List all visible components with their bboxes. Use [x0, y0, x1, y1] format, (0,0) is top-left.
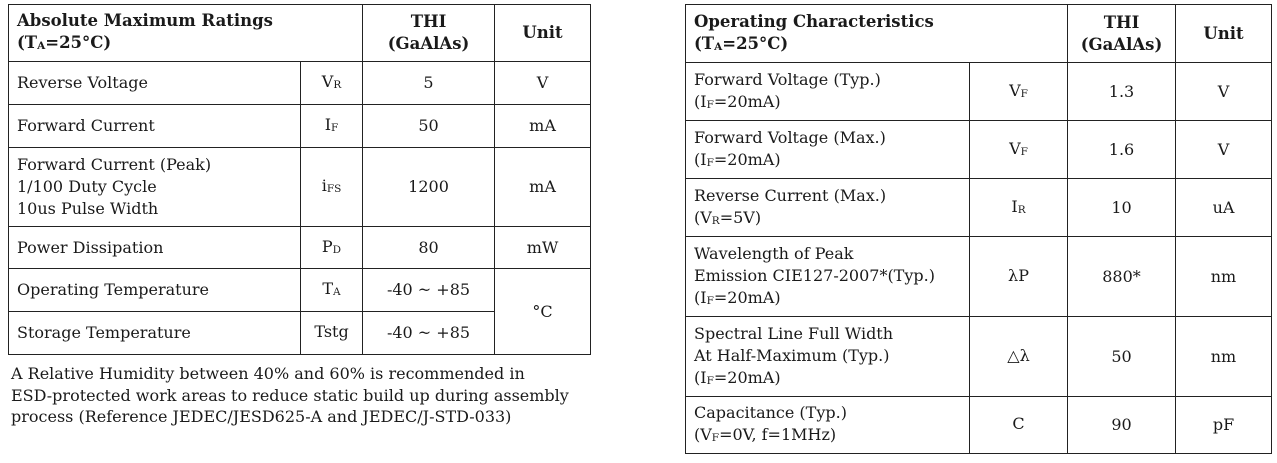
- parameter-cell: Forward Voltage (Max.) (IF=20mA): [685, 120, 970, 179]
- parameter-cell: Storage Temperature: [8, 311, 301, 355]
- parameter-cell: Forward Current (Peak) 1/100 Duty Cycle …: [8, 147, 301, 227]
- value-cell: 80: [362, 226, 496, 269]
- unit-cell: V: [1175, 62, 1272, 121]
- table-row: Spectral Line Full Width At Half-Maximum…: [685, 316, 1272, 397]
- symbol-cell: PD: [299, 226, 364, 269]
- unit-cell: nm: [1175, 236, 1272, 317]
- symbol-cell: △λ: [969, 316, 1068, 397]
- value-cell: -40 ~ +85: [362, 268, 496, 312]
- symbol-cell: Tstg: [299, 311, 364, 355]
- table-row: Reverse Voltage VR 5 V: [8, 61, 592, 105]
- table-row: Forward Current IF 50 mA: [8, 104, 592, 148]
- parameter-cell: Power Dissipation: [8, 226, 301, 269]
- parameter-cell: Reverse Voltage: [8, 61, 301, 105]
- value-cell: -40 ~ +85: [362, 311, 496, 355]
- table-row: Forward Current (Peak) 1/100 Duty Cycle …: [8, 147, 592, 227]
- esd-humidity-note: A Relative Humidity between 40% and 60% …: [11, 364, 569, 426]
- parameter-cell: Operating Temperature: [8, 268, 301, 312]
- value-cell: 90: [1067, 396, 1176, 454]
- condition-note: (TA=25°C): [694, 33, 789, 53]
- value-cell: 1.6: [1067, 120, 1176, 179]
- unit-cell: mA: [494, 147, 592, 227]
- table-title-cell: Operating Characteristics (TA=25°C): [685, 4, 1068, 63]
- value-cell: 5: [362, 61, 496, 105]
- symbol-cell: VF: [969, 120, 1068, 179]
- unit-cell: °C: [494, 268, 592, 355]
- symbol-cell: iFS: [299, 147, 364, 227]
- symbol-cell: λP: [969, 236, 1068, 317]
- absolute-maximum-ratings-table: Absolute Maximum Ratings (TA=25°C) THI (…: [7, 4, 592, 355]
- parameter-cell: Reverse Current (Max.) (VR=5V): [685, 178, 970, 237]
- thi-column-header: THI (GaAlAs): [362, 4, 496, 62]
- table-row: Forward Voltage (Max.) (IF=20mA) VF 1.6 …: [685, 120, 1272, 179]
- table-title: Absolute Maximum Ratings: [17, 11, 273, 30]
- symbol-cell: VR: [299, 61, 364, 105]
- table-row: Power Dissipation PD 80 mW: [8, 226, 592, 269]
- table-header-row: Absolute Maximum Ratings (TA=25°C) THI (…: [7, 4, 592, 62]
- value-cell: 1200: [362, 147, 496, 227]
- unit-cell: V: [494, 61, 592, 105]
- value-cell: 50: [1067, 316, 1176, 397]
- symbol-cell: VF: [969, 62, 1068, 121]
- symbol-cell: TA: [299, 268, 364, 312]
- value-cell: 1.3: [1067, 62, 1176, 121]
- unit-cell: nm: [1175, 316, 1272, 397]
- unit-cell: pF: [1175, 396, 1272, 454]
- operating-characteristics-table: Operating Characteristics (TA=25°C) THI …: [685, 4, 1272, 454]
- symbol-cell: IR: [969, 178, 1068, 237]
- table-row: Forward Voltage (Typ.) (IF=20mA) VF 1.3 …: [685, 62, 1272, 121]
- unit-column-header: Unit: [494, 4, 592, 62]
- parameter-cell: Forward Current: [8, 104, 301, 148]
- table-row: Storage Temperature Tstg -40 ~ +85: [8, 311, 591, 355]
- unit-cell: mA: [494, 104, 592, 148]
- unit-cell: V: [1175, 120, 1272, 179]
- unit-cell: uA: [1175, 178, 1272, 237]
- table-title-cell: Absolute Maximum Ratings (TA=25°C): [7, 4, 364, 62]
- value-cell: 880*: [1067, 236, 1176, 317]
- parameter-cell: Wavelength of Peak Emission CIE127-2007*…: [685, 236, 970, 317]
- table-row: Operating Temperature TA -40 ~ +85 °C: [8, 268, 592, 355]
- table-row: Wavelength of Peak Emission CIE127-2007*…: [685, 236, 1272, 317]
- thi-column-header: THI (GaAlAs): [1067, 4, 1176, 63]
- parameter-cell: Spectral Line Full Width At Half-Maximum…: [685, 316, 970, 397]
- value-cell: 10: [1067, 178, 1176, 237]
- table-row: Capacitance (Typ.) (VF=0V, f=1MHz) C 90 …: [685, 396, 1272, 454]
- table-row: Reverse Current (Max.) (VR=5V) IR 10 uA: [685, 178, 1272, 237]
- unit-column-header: Unit: [1175, 4, 1272, 63]
- parameter-cell: Capacitance (Typ.) (VF=0V, f=1MHz): [685, 396, 970, 454]
- symbol-cell: C: [969, 396, 1068, 454]
- value-cell: 50: [362, 104, 496, 148]
- symbol-cell: IF: [299, 104, 364, 148]
- parameter-cell: Forward Voltage (Typ.) (IF=20mA): [685, 62, 970, 121]
- condition-note: (TA=25°C): [17, 33, 112, 52]
- unit-cell: mW: [494, 226, 592, 269]
- table-title: Operating Characteristics: [694, 11, 934, 31]
- table-header-row: Operating Characteristics (TA=25°C) THI …: [685, 4, 1272, 63]
